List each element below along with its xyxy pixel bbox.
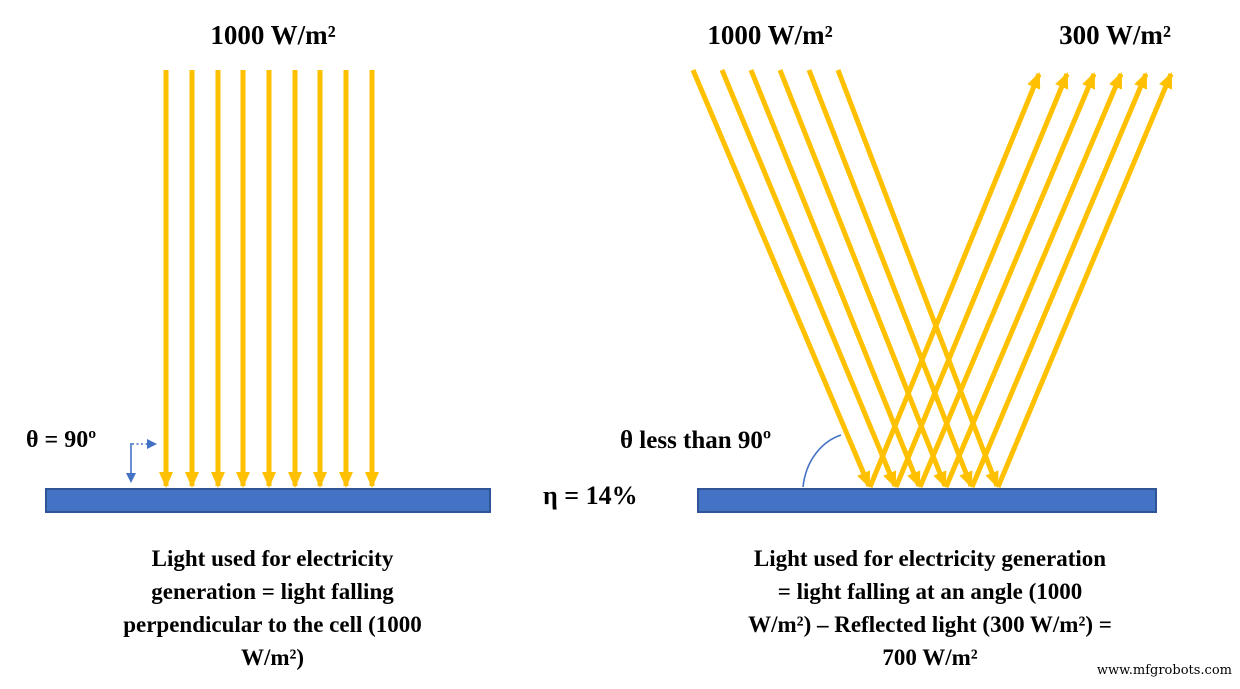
right-caption-line: = light falling at an angle (1000 — [777, 579, 1083, 604]
watermark-url: www.mfgrobots.com — [1096, 663, 1232, 678]
left-solar-panel — [45, 488, 491, 513]
reflected-ray — [969, 72, 1149, 488]
right-caption-line: W/m²) – Reflected light (300 W/m²) = — [748, 612, 1112, 637]
right-incident-irradiance-label: 1000 W/m² — [707, 20, 833, 50]
reflected-ray — [917, 72, 1097, 488]
efficiency-label: η = 14% — [543, 481, 638, 510]
reflected-ray — [995, 72, 1174, 488]
right-caption-line: 700 W/m² — [882, 645, 978, 670]
right-caption-line: Light used for electricity generation — [753, 546, 1107, 571]
left-irradiance-label: 1000 W/m² — [210, 20, 336, 50]
incident-ray — [806, 69, 974, 488]
incident-ray — [835, 69, 1000, 488]
right-reflected-irradiance-label: 300 W/m² — [1059, 20, 1171, 50]
right-solar-panel — [697, 488, 1157, 513]
left-caption: Light used for electricity generation = … — [60, 542, 485, 674]
left-caption-line: Light used for electricity — [151, 546, 394, 571]
left-caption-line: generation = light falling — [151, 579, 394, 604]
left-caption-line: perpendicular to the cell (1000 — [123, 612, 422, 637]
right-caption: Light used for electricity generation = … — [665, 542, 1195, 674]
incident-ray — [777, 69, 948, 488]
reflected-ray — [893, 72, 1070, 488]
light-rays — [159, 69, 1174, 488]
incident-ray — [719, 69, 898, 488]
left-caption-line: W/m²) — [240, 645, 305, 670]
reflected-ray — [867, 72, 1042, 488]
reflected-ray — [943, 72, 1124, 488]
angle-arc — [802, 434, 842, 488]
incident-ray — [690, 69, 872, 488]
incident-ray — [748, 69, 922, 488]
right-angle-label: θ less than 90º — [620, 427, 772, 454]
left-angle-label: θ = 90º — [26, 427, 97, 453]
